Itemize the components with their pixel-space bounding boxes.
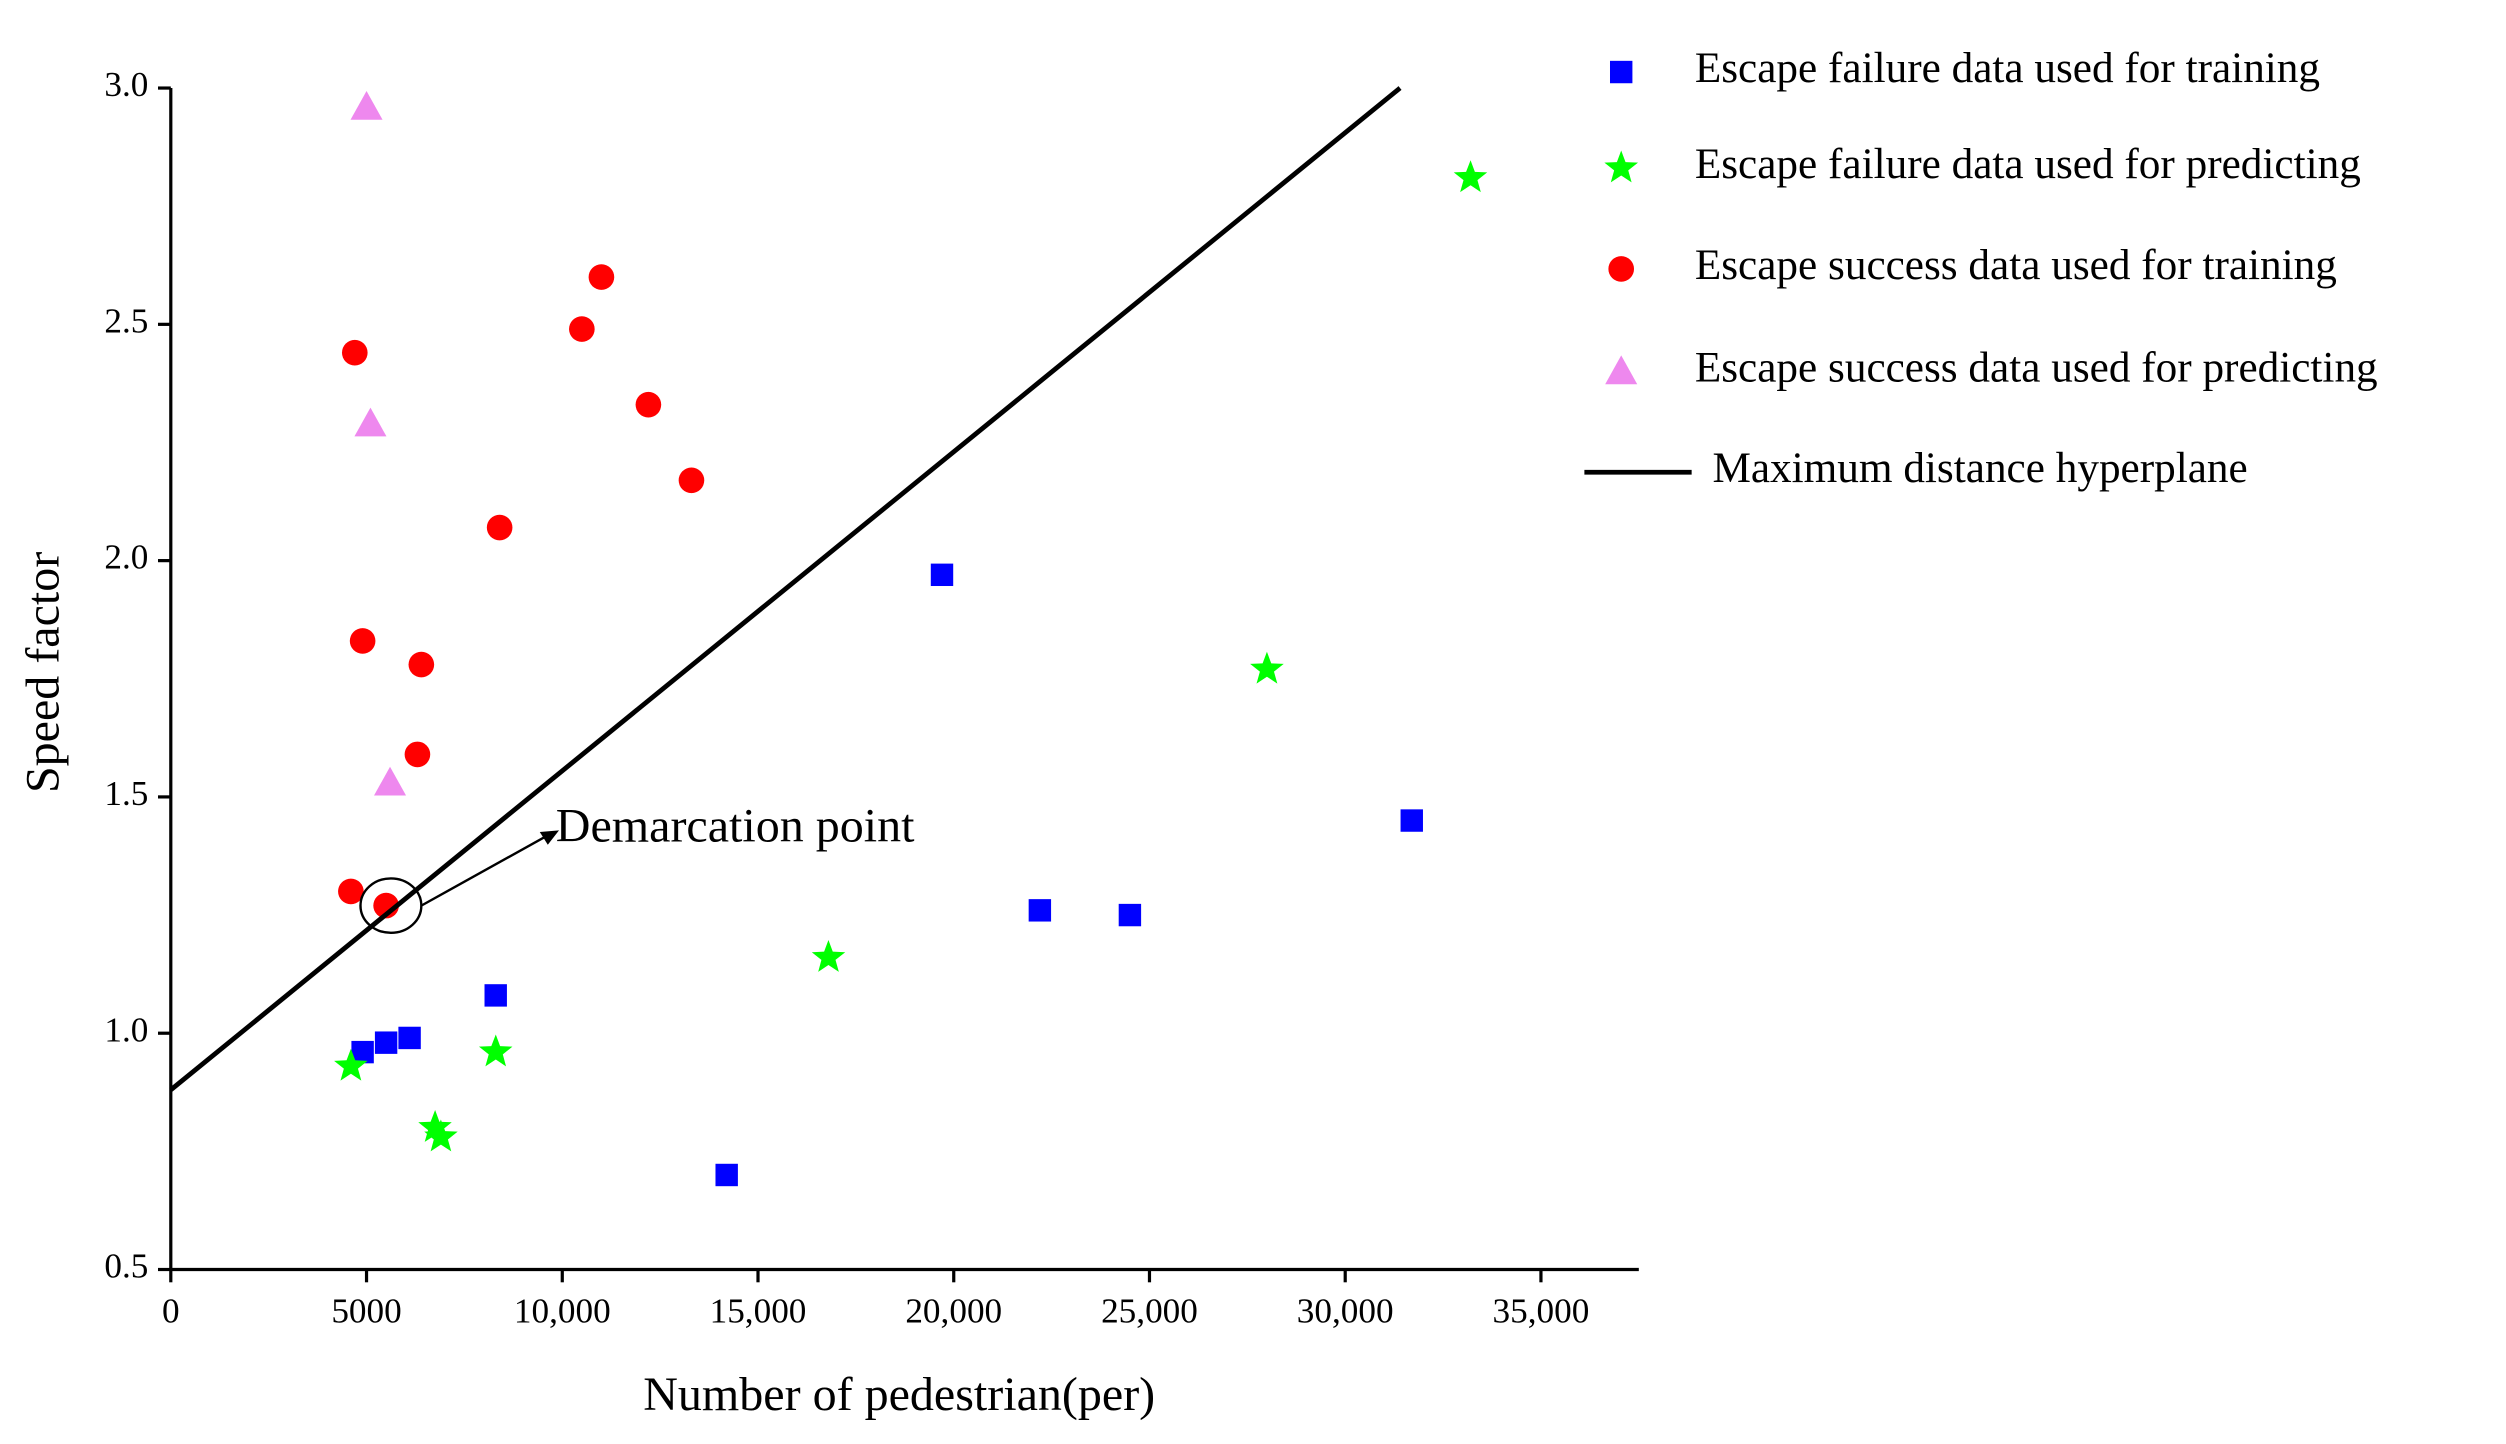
x-tick-label: 15,000 bbox=[710, 1291, 807, 1330]
data-point bbox=[678, 467, 705, 494]
legend-marker bbox=[1609, 60, 1633, 84]
data-point bbox=[1453, 160, 1488, 193]
y-tick-label: 2.0 bbox=[104, 538, 148, 577]
legend-marker bbox=[1604, 150, 1639, 183]
data-point bbox=[1250, 651, 1284, 684]
data-point bbox=[588, 264, 615, 290]
legend-marker bbox=[1608, 256, 1635, 282]
x-tick-label: 10,000 bbox=[514, 1291, 611, 1330]
data-point bbox=[341, 339, 368, 366]
legend-label: Escape failure data used for training bbox=[1695, 44, 2320, 92]
legend-label: Escape success data used for predicting bbox=[1695, 343, 2378, 391]
y-tick-label: 0.5 bbox=[104, 1247, 148, 1286]
data-point bbox=[715, 1163, 738, 1187]
data-point bbox=[484, 984, 507, 1007]
annotation-arrow bbox=[420, 832, 552, 907]
data-point bbox=[569, 316, 595, 342]
data-point bbox=[338, 878, 364, 905]
data-point bbox=[351, 1040, 374, 1064]
data-point bbox=[418, 1110, 452, 1142]
annotation-arrowhead bbox=[539, 830, 560, 845]
x-tick-label: 5000 bbox=[331, 1291, 401, 1330]
x-tick-label: 20,000 bbox=[905, 1291, 1002, 1330]
data-point bbox=[398, 1026, 421, 1050]
y-tick-label: 1.5 bbox=[104, 774, 148, 813]
data-point bbox=[424, 1119, 458, 1152]
y-tick-label: 3.0 bbox=[104, 65, 148, 104]
x-tick-label: 35,000 bbox=[1493, 1291, 1590, 1330]
data-point bbox=[811, 940, 846, 972]
legend-label: Maximum distance hyperplane bbox=[1712, 444, 2247, 492]
data-point bbox=[478, 1034, 513, 1067]
annotation-label: Demarcation point bbox=[556, 799, 915, 852]
y-tick-label: 1.0 bbox=[104, 1010, 148, 1049]
data-point bbox=[374, 1031, 398, 1054]
data-point bbox=[635, 391, 662, 418]
x-tick-label: 0 bbox=[162, 1291, 180, 1330]
data-point bbox=[404, 741, 431, 768]
legend-label: Escape failure data used for predicting bbox=[1695, 140, 2361, 188]
legend-marker bbox=[1605, 355, 1638, 385]
data-point bbox=[374, 766, 407, 796]
data-point bbox=[354, 407, 387, 437]
hyperplane-line bbox=[169, 86, 1402, 1092]
x-tick-label: 30,000 bbox=[1297, 1291, 1394, 1330]
data-point bbox=[1028, 899, 1052, 922]
data-point bbox=[349, 628, 376, 654]
data-point bbox=[408, 651, 435, 678]
data-point bbox=[486, 514, 513, 541]
x-axis-label: Number of pedestrian(per) bbox=[643, 1368, 1155, 1421]
x-tick-label: 25,000 bbox=[1101, 1291, 1198, 1330]
data-point bbox=[1118, 903, 1142, 927]
y-axis-label: Speed factor bbox=[17, 552, 70, 793]
data-point bbox=[930, 563, 954, 587]
legend-label: Escape success data used for training bbox=[1695, 241, 2337, 289]
data-point bbox=[350, 90, 383, 120]
y-tick-label: 2.5 bbox=[104, 301, 148, 340]
data-point bbox=[334, 1048, 368, 1081]
data-point bbox=[1400, 809, 1423, 832]
